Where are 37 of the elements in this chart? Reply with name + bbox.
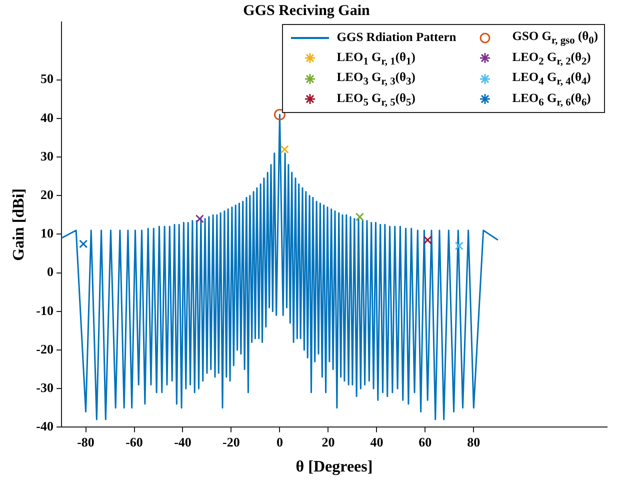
point: [454, 242, 464, 250]
point: [195, 214, 204, 224]
y-tick-label: -20: [36, 341, 54, 356]
x-tick-label: 0: [276, 434, 283, 450]
legend-label: GSO G$_{r, gso}$ (θ$_{0}$): [512, 29, 598, 46]
x-tick-label: 60: [418, 434, 432, 450]
legend-label: LEO$_{3}$ G$_{r, 3}$(θ$_{3}$): [336, 70, 416, 88]
point: [355, 212, 364, 222]
point: [79, 240, 88, 248]
x-tick-label: -80: [77, 434, 94, 450]
y-tick-label: 20: [40, 187, 54, 202]
y-tick-label: 10: [40, 226, 54, 241]
x-tick-label: -60: [126, 434, 143, 450]
x-tick-label: -40: [174, 434, 192, 450]
y-tick-label: -10: [36, 302, 54, 318]
x-tick-label: -20: [222, 434, 240, 450]
y-tick-label: 50: [40, 71, 54, 86]
point: [423, 236, 432, 244]
legend-label: LEO$_{1}$ G$_{r, 1}$(θ$_{1}$): [336, 50, 416, 67]
x-tick-label: 20: [322, 434, 335, 450]
y-tick-label: 40: [40, 110, 54, 125]
x-tick-label: 40: [370, 434, 384, 450]
legend-label: LEO$_{5}$ G$_{r, 5}$(θ$_{5}$): [336, 90, 416, 108]
y-tick-label: 0: [47, 264, 54, 280]
legend-label: LEO$_{6}$ G$_{r, 6}$(θ$_{6}$): [512, 90, 591, 108]
x-axis-title: θ [Degrees]: [296, 458, 373, 476]
y-tick-label: -30: [36, 380, 54, 395]
y-tick-label: -40: [36, 418, 54, 434]
point: [280, 145, 289, 154]
chart-title: GGS Reciving Gain: [243, 2, 370, 19]
legend-label: LEO$_{4}$ G$_{r, 4}$(θ$_{4}$): [512, 70, 591, 88]
x-tick-label: 80: [467, 434, 480, 450]
legend-label: GGS Rdiation Pattern: [336, 30, 456, 46]
y-tick-label: 30: [40, 148, 54, 164]
legend-label: LEO$_{2}$ G$_{r, 2}$(θ$_{2}$): [512, 50, 591, 67]
point: [274, 108, 286, 120]
y-axis-title: Gain [dBi]: [10, 188, 28, 261]
